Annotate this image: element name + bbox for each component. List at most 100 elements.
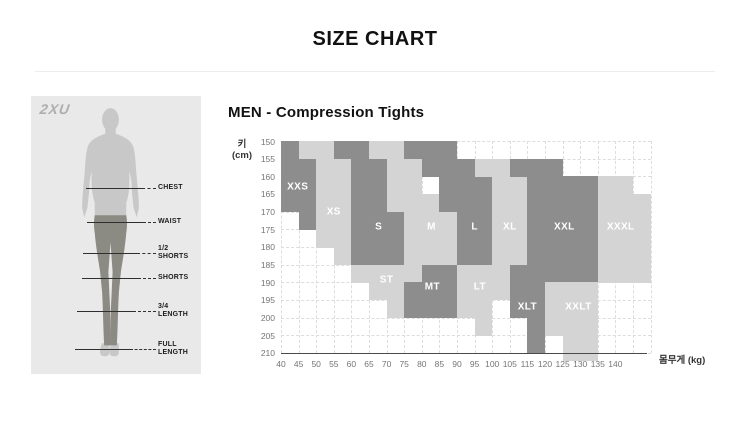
size-region-s bbox=[351, 176, 387, 195]
size-region-xxlt bbox=[545, 299, 598, 319]
x-tick-label: 60 bbox=[346, 358, 357, 369]
silhouette-neck bbox=[105, 127, 116, 137]
size-region-m bbox=[386, 176, 422, 195]
y-tick-label: 205 bbox=[260, 330, 275, 341]
size-region-xxlt bbox=[562, 352, 598, 361]
size-region-l bbox=[439, 193, 493, 213]
size-region-s bbox=[351, 193, 387, 213]
measure-label-3-4-length: 3/4 LENGTH bbox=[158, 303, 188, 318]
y-tick-label: 165 bbox=[260, 189, 275, 200]
size-region-xlt bbox=[527, 317, 545, 336]
measure-line-dashed bbox=[142, 188, 156, 189]
x-tick-label: 135 bbox=[590, 358, 605, 369]
size-region-xs bbox=[298, 141, 334, 160]
size-label-xs: XS bbox=[326, 206, 341, 218]
size-region-m bbox=[404, 211, 457, 230]
silhouette-torso-arms bbox=[82, 132, 139, 220]
measure-line-solid bbox=[86, 188, 142, 189]
y-tick-label: 170 bbox=[260, 207, 275, 218]
measure-line-solid bbox=[75, 349, 130, 350]
size-region-l bbox=[439, 176, 493, 195]
size-region-lt bbox=[457, 264, 510, 283]
size-grid-plot: XXS XS S M L XL XXL XXXL ST MT LT XLT XXLT 40 45 50 55 60… bbox=[261, 137, 652, 369]
size-region-xlt bbox=[527, 335, 545, 354]
size-region-l bbox=[421, 158, 475, 177]
x-tick-label: 40 bbox=[276, 358, 286, 369]
size-region-xxxl bbox=[597, 264, 651, 283]
y-tick-label: 210 bbox=[260, 348, 275, 359]
measure-line-dashed bbox=[133, 311, 156, 312]
size-region-xlt bbox=[509, 299, 545, 319]
size-region-xxxl bbox=[597, 246, 651, 266]
body-silhouette-image bbox=[82, 108, 139, 357]
x-axis-line bbox=[281, 352, 647, 354]
measure-line-dashed bbox=[137, 253, 156, 254]
size-region-m bbox=[404, 229, 457, 248]
x-tick-label: 65 bbox=[364, 358, 374, 369]
size-region-xl bbox=[474, 158, 510, 177]
size-region-xs bbox=[316, 158, 352, 177]
measure-label-waist: WAIST bbox=[158, 218, 182, 225]
size-label-xxs: XXS bbox=[287, 181, 309, 193]
size-region-xl bbox=[492, 246, 528, 266]
size-region-xxl bbox=[527, 193, 598, 213]
x-tick-label: 130 bbox=[573, 358, 588, 369]
measure-label-1-2-shorts: 1/2 SHORTS bbox=[158, 245, 189, 260]
y-tick-label: 185 bbox=[260, 260, 275, 271]
gridline-vertical bbox=[650, 141, 652, 353]
size-region-xxxl bbox=[597, 176, 633, 195]
x-tick-label: 75 bbox=[399, 358, 409, 369]
x-tick-label: 80 bbox=[417, 358, 427, 369]
gridline-horizontal bbox=[281, 141, 651, 142]
silhouette-feet bbox=[100, 343, 119, 357]
size-region-xl bbox=[492, 193, 528, 213]
size-region-xs bbox=[316, 211, 352, 230]
size-label-mt: MT bbox=[424, 281, 440, 293]
x-tick-label: 95 bbox=[469, 358, 480, 369]
x-tick-label: 105 bbox=[502, 358, 517, 369]
size-region-xl bbox=[492, 176, 528, 195]
size-region-xxs bbox=[281, 176, 317, 195]
size-region-l bbox=[457, 211, 493, 230]
size-label-st: ST bbox=[379, 274, 394, 286]
measure-label-full-length: FULL LENGTH bbox=[158, 341, 188, 356]
size-region-xxxl bbox=[597, 229, 651, 248]
size-region-mt bbox=[404, 282, 457, 301]
size-region-xl bbox=[492, 211, 528, 230]
size-region-xxs bbox=[298, 211, 317, 230]
x-tick-label: 90 bbox=[452, 358, 462, 369]
size-region-st bbox=[351, 264, 422, 283]
x-tick-label: 125 bbox=[555, 358, 570, 369]
size-region-lt bbox=[457, 299, 493, 319]
size-region-l bbox=[457, 246, 493, 266]
size-region-xxlt bbox=[562, 335, 598, 354]
size-region-st bbox=[386, 299, 405, 319]
size-label-xlt: XLT bbox=[517, 301, 538, 313]
size-region-m bbox=[386, 158, 422, 177]
size-label-xl: XL bbox=[503, 221, 517, 233]
size-label-s: S bbox=[375, 221, 383, 233]
size-region-l bbox=[404, 141, 457, 160]
size-region-xs bbox=[316, 193, 352, 213]
size-region-xs bbox=[333, 246, 352, 266]
measure-line-solid bbox=[77, 311, 133, 312]
measure-line-dashed bbox=[143, 222, 156, 223]
y-tick-label: 180 bbox=[260, 242, 275, 253]
x-tick-label: 45 bbox=[293, 358, 304, 369]
size-region-xs bbox=[316, 176, 352, 195]
size-region-m bbox=[386, 193, 440, 213]
y-tick-label: 175 bbox=[260, 224, 275, 235]
y-axis-label-height-cm: 키 (cm) bbox=[231, 139, 253, 161]
chart-title: MEN - Compression Tights bbox=[228, 104, 425, 121]
size-region-s bbox=[333, 141, 369, 160]
y-tick-label: 155 bbox=[260, 154, 275, 165]
size-region-l bbox=[457, 229, 493, 248]
size-region-xxs bbox=[281, 141, 299, 160]
size-region-xxl bbox=[527, 229, 598, 248]
measure-line-dashed bbox=[130, 349, 156, 350]
size-region-s bbox=[351, 246, 405, 266]
y-tick-label: 150 bbox=[260, 136, 275, 147]
size-label-l: L bbox=[471, 221, 478, 233]
measure-label-shorts: SHORTS bbox=[158, 274, 189, 281]
